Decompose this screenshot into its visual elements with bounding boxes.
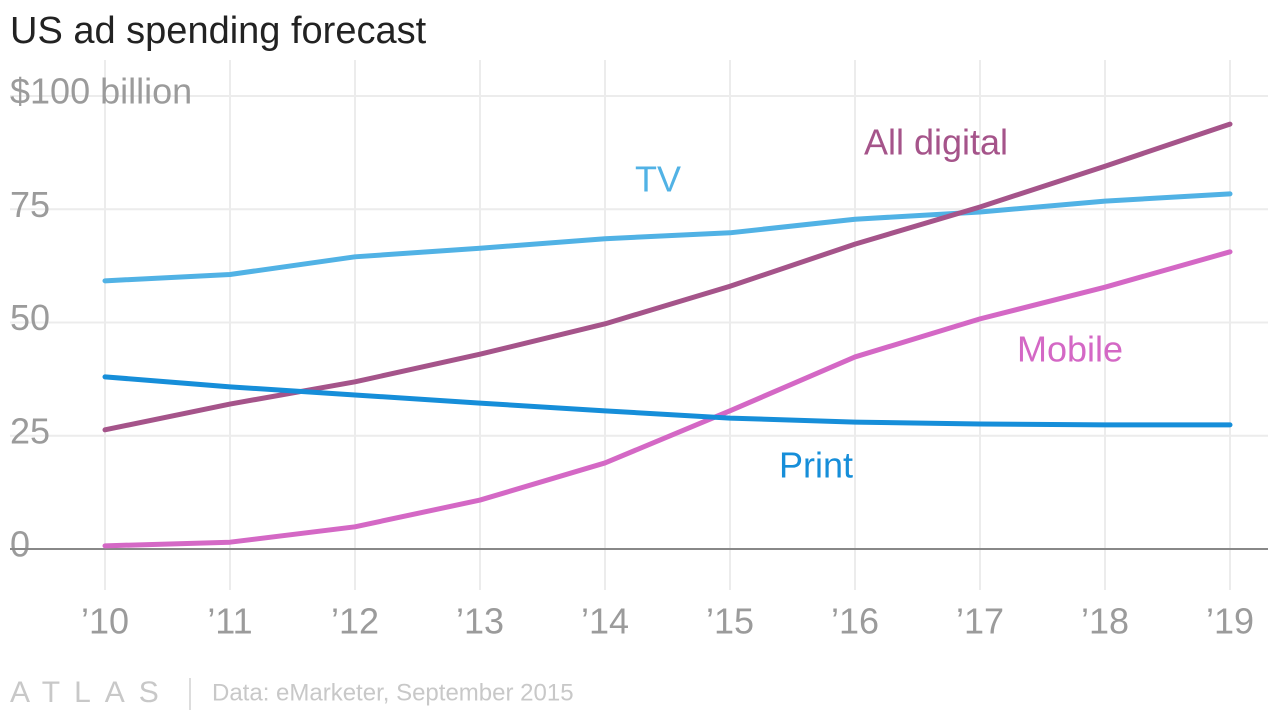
y-tick-label: 75 <box>10 184 50 225</box>
series-label: TV <box>635 159 681 200</box>
series-label: Mobile <box>1017 329 1123 370</box>
x-tick-label: ’15 <box>706 601 754 642</box>
x-tick-label: ’10 <box>81 601 129 642</box>
x-tick-label: ’13 <box>456 601 504 642</box>
series-line <box>102 191 1233 284</box>
series-line <box>102 374 1233 428</box>
chart-title: US ad spending forecast <box>10 10 427 52</box>
y-tick-label: 0 <box>10 524 30 565</box>
brand-logo: ATLAS <box>10 676 173 709</box>
y-tick-label: 25 <box>10 410 50 451</box>
x-tick-label: ’12 <box>331 601 379 642</box>
x-tick-label: ’11 <box>207 601 252 642</box>
x-tick-label: ’18 <box>1081 601 1129 642</box>
x-tick-label: ’16 <box>831 601 879 642</box>
source-note: Data: eMarketer, September 2015 <box>212 679 574 706</box>
series-line <box>102 249 1233 549</box>
y-tick-label: $100 billion <box>10 71 192 112</box>
x-tick-label: ’17 <box>956 601 1004 642</box>
x-tick-label: ’19 <box>1206 601 1254 642</box>
x-tick-label: ’14 <box>581 601 629 642</box>
y-tick-label: 50 <box>10 297 50 338</box>
series-label: Print <box>779 445 853 486</box>
series-label: All digital <box>864 122 1008 163</box>
